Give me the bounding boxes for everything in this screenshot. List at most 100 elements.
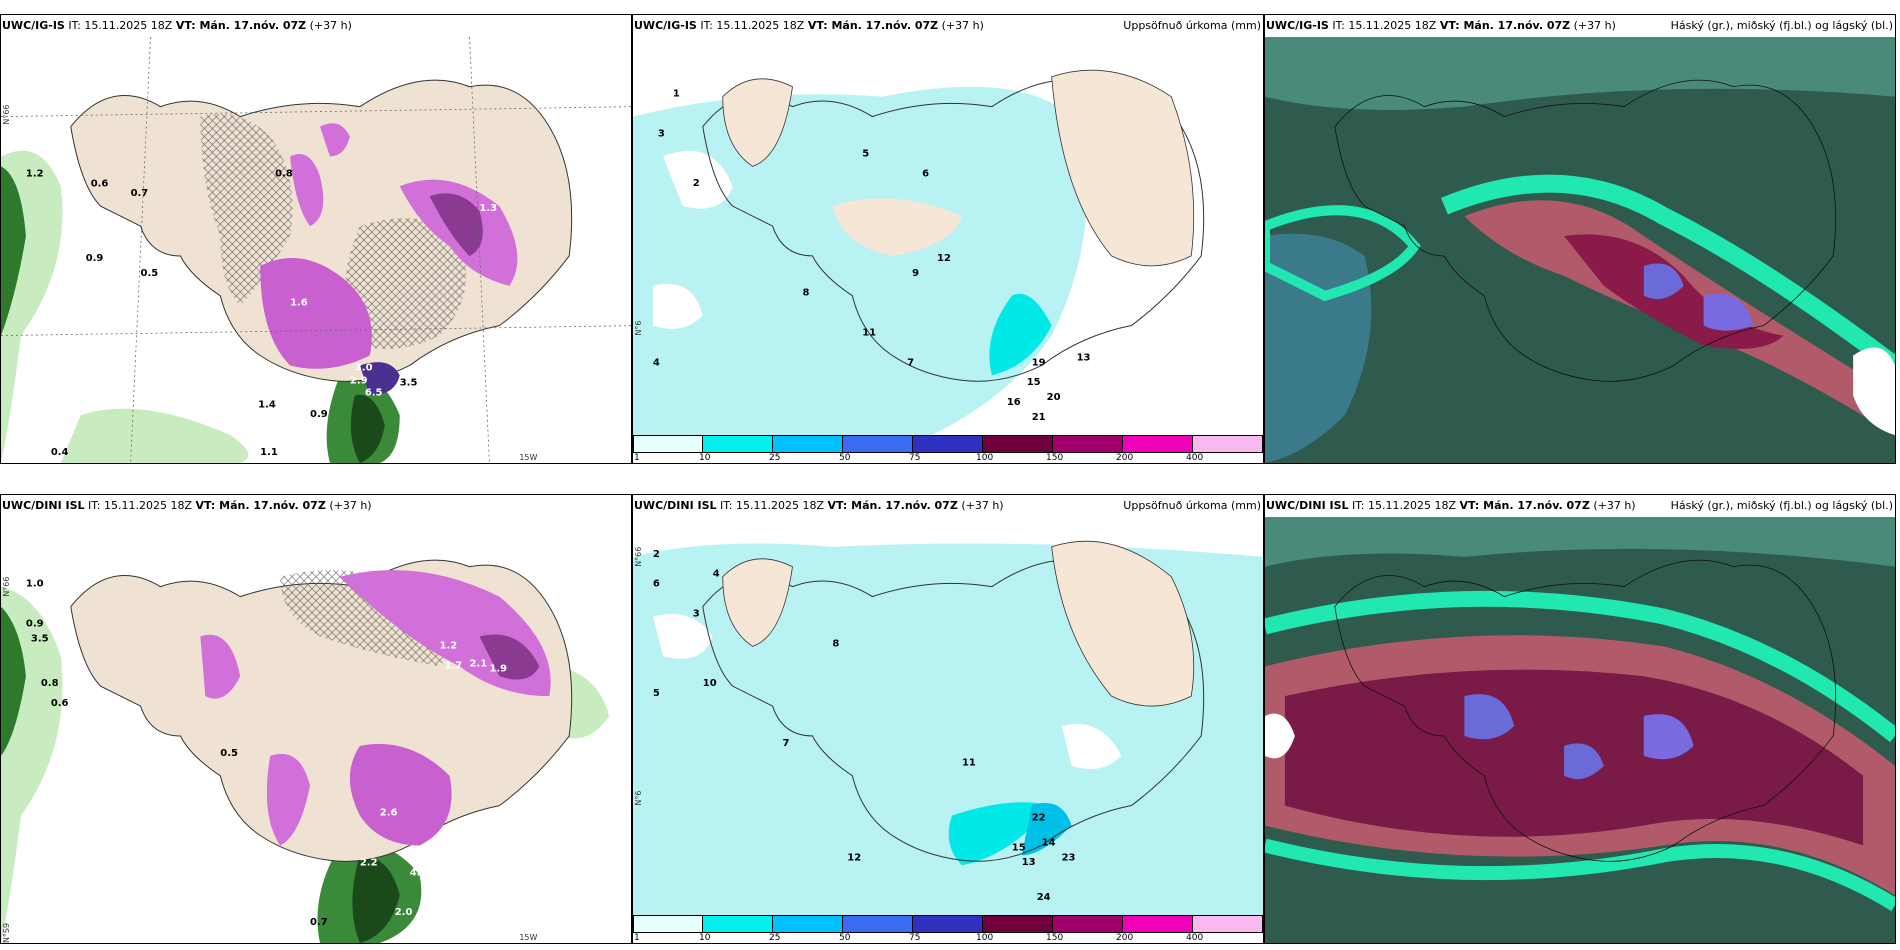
- lead-time: (+37 h): [309, 19, 352, 32]
- snow-value: 0.7: [310, 917, 328, 928]
- init-time: IT: 15.11.2025 18Z: [1352, 499, 1457, 512]
- snow-value: 0.5: [220, 748, 238, 759]
- panel-precip-bottom: UWC/DINI ISL IT: 15.11.2025 18Z VT: Mán.…: [632, 494, 1264, 944]
- colorbar-swatch: [1053, 435, 1123, 453]
- colorbar-swatch: [633, 915, 703, 933]
- panel-snow-top: UWC/IG-IS IT: 15.11.2025 18Z VT: Mán. 17…: [0, 14, 632, 464]
- colorbar-tick: 10: [699, 453, 711, 463]
- valid-time: VT: Mán. 17.nóv. 07Z: [807, 19, 939, 32]
- lead-time: (+37 h): [1573, 19, 1616, 32]
- colorbar-tick: 150: [1046, 933, 1064, 943]
- snow-value: 0.9: [26, 618, 44, 629]
- colorbar-tick: 25: [769, 453, 781, 463]
- precip-map: N°66 N°6 2 3 4 6 8 5 10 7 12 14 22 23 24…: [633, 517, 1263, 915]
- colorbar-swatch: [1123, 435, 1193, 453]
- colorbar-tick: 75: [909, 453, 921, 463]
- snow-value: 2.6: [380, 808, 398, 819]
- precip-value: 1: [673, 89, 680, 100]
- precip-value: 9: [912, 268, 919, 279]
- precip-value: 13: [1022, 857, 1036, 868]
- model-name: UWC/DINI ISL: [2, 499, 85, 512]
- snow-value: 2.9: [350, 375, 368, 386]
- precip-value: 6: [922, 168, 929, 179]
- panel-subtitle: Háský (gr.), miðský (fj.bl.) og lágský (…: [1670, 499, 1893, 512]
- snow-map: N°66 15W 1.2 0.6 0.7 0.8 0.9 0.5 1.6 1.3…: [1, 37, 631, 463]
- model-name: UWC/IG-IS: [1266, 19, 1329, 32]
- precip-value: 7: [907, 357, 914, 368]
- panel-subtitle: Uppsöfnuð úrkoma (mm): [1123, 19, 1261, 32]
- panel-header: UWC/IG-IS IT: 15.11.2025 18Z VT: Mán. 17…: [633, 15, 1263, 37]
- colorbar-tick: 10: [699, 933, 711, 943]
- lat-label: N°S9: [2, 923, 11, 943]
- cloud-map: [1265, 517, 1895, 943]
- colorbar-swatch: [1053, 915, 1123, 933]
- snow-map: N°66 N°S9 15W 1.0 0.9 3.5 0.8 0.6 1.2 1.…: [1, 517, 631, 943]
- model-name: UWC/IG-IS: [634, 19, 697, 32]
- iceland-landmass: [702, 79, 1205, 382]
- snow-value: 3.5: [400, 377, 418, 388]
- snow-value: 3.5: [31, 633, 49, 644]
- snow-value: 1.3: [479, 203, 497, 214]
- panel-subtitle: Háský (gr.), miðský (fj.bl.) og lágský (…: [1670, 19, 1893, 32]
- precip-value: 2: [693, 178, 700, 189]
- snow-value: 2.1: [470, 658, 488, 669]
- precip-colorbar: 1 10 25 50 75 100 150 200 400: [633, 435, 1263, 463]
- snow-value: 2.2: [360, 857, 378, 868]
- colorbar-swatch: [983, 435, 1053, 453]
- init-time: IT: 15.11.2025 18Z: [700, 19, 805, 32]
- colorbar-tick: 50: [839, 453, 851, 463]
- colorbar-tick: 200: [1116, 453, 1134, 463]
- panel-header: UWC/IG-IS IT: 15.11.2025 18Z VT: Mán. 17…: [1265, 15, 1895, 37]
- snow-value: 1.9: [489, 663, 507, 674]
- snow-value: 0.5: [141, 268, 159, 279]
- model-name: UWC/IG-IS: [2, 19, 65, 32]
- precip-value: 2: [653, 549, 660, 560]
- snow-value: 3.0: [355, 362, 373, 373]
- precip-value: 19: [1032, 357, 1046, 368]
- colorbar-swatch: [843, 435, 913, 453]
- panel-header: UWC/IG-IS IT: 15.11.2025 18Z VT: Mán. 17…: [1, 15, 631, 37]
- colorbar-tick: 50: [839, 933, 851, 943]
- precip-value: 16: [1007, 397, 1021, 408]
- colorbar-tick: 200: [1116, 933, 1134, 943]
- colorbar-swatch: [773, 435, 843, 453]
- precip-value: 8: [832, 638, 839, 649]
- iceland-outline: [1334, 559, 1837, 862]
- lead-time: (+37 h): [329, 499, 372, 512]
- valid-time: VT: Mán. 17.nóv. 07Z: [1439, 19, 1571, 32]
- snow-value: 0.9: [310, 409, 328, 420]
- snow-value: 1.7: [445, 660, 463, 671]
- init-time: IT: 15.11.2025 18Z: [68, 19, 173, 32]
- lat-label: N°66: [2, 105, 11, 125]
- model-name: UWC/DINI ISL: [1266, 499, 1349, 512]
- precip-value: 13: [1077, 352, 1091, 363]
- precip-value: 12: [937, 253, 951, 264]
- lat-label: N°66: [2, 577, 11, 597]
- colorbar-tick: 25: [769, 933, 781, 943]
- precip-value: 11: [962, 758, 976, 769]
- precip-value: 14: [1042, 837, 1056, 848]
- lead-time: (+37 h): [1593, 499, 1636, 512]
- precip-map: N°6 1 3 2 4 5 6 8 11 12 9 7 19 20 13 15 …: [633, 37, 1263, 435]
- colorbar-swatch: [1123, 915, 1193, 933]
- colorbar-swatch: [773, 915, 843, 933]
- precip-value: 7: [783, 738, 790, 749]
- panel-header: UWC/DINI ISL IT: 15.11.2025 18Z VT: Mán.…: [1265, 495, 1895, 517]
- valid-time: VT: Mán. 17.nóv. 07Z: [175, 19, 307, 32]
- precip-value: 5: [862, 148, 869, 159]
- valid-time: VT: Mán. 17.nóv. 07Z: [1459, 499, 1590, 512]
- colorbar-tick: 1: [634, 933, 640, 943]
- precip-value: 21: [1032, 412, 1046, 423]
- colorbar-swatch: [843, 915, 913, 933]
- snow-value: 0.9: [86, 253, 104, 264]
- colorbar-tick: 100: [976, 453, 994, 463]
- lat-label: N°66: [634, 547, 643, 567]
- colorbar-swatch: [983, 915, 1053, 933]
- snow-value: 6.5: [365, 387, 383, 398]
- precip-colorbar: 1 10 25 50 75 100 150 200 400: [633, 915, 1263, 943]
- snow-value: 1.0: [26, 579, 44, 590]
- panel-header: UWC/DINI ISL IT: 15.11.2025 18Z VT: Mán.…: [633, 495, 1263, 517]
- snow-value: 1.4: [258, 399, 276, 410]
- snow-value: 0.7: [131, 188, 149, 199]
- precip-value: 4: [653, 357, 660, 368]
